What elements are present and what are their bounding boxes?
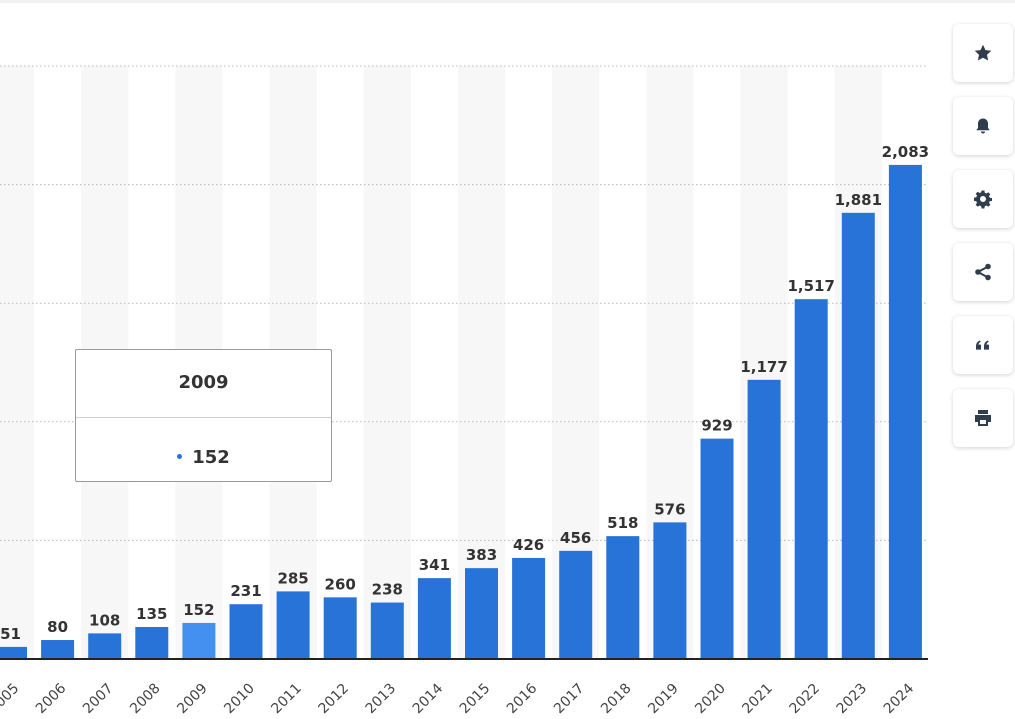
stripe xyxy=(363,66,411,659)
bar-2020[interactable] xyxy=(700,438,734,659)
favorite-button[interactable] xyxy=(953,24,1013,82)
bar-2017[interactable] xyxy=(559,550,593,659)
bar-label-2012: 260 xyxy=(325,575,356,593)
x-tick-2014: 2014 xyxy=(410,680,447,717)
x-tick-2012: 2012 xyxy=(316,681,353,718)
x-tick-2005: 2005 xyxy=(0,681,22,718)
bar-label-2022: 1,517 xyxy=(787,277,834,295)
bar-label-2005: 51 xyxy=(0,625,21,643)
tooltip-series-dot xyxy=(177,453,183,459)
tooltip-value: 152 xyxy=(192,447,230,468)
bar-2019[interactable] xyxy=(653,522,687,659)
share-icon xyxy=(975,263,991,281)
stripe xyxy=(0,66,35,659)
bar-label-2007: 108 xyxy=(89,611,120,629)
x-tick-2023: 2023 xyxy=(834,681,871,718)
notification-button[interactable] xyxy=(953,97,1013,155)
print-button[interactable] xyxy=(953,389,1013,447)
bar-2018[interactable] xyxy=(606,536,640,659)
tooltip-title: 2009 xyxy=(76,350,331,418)
gear-icon xyxy=(974,190,992,209)
bar-2009[interactable] xyxy=(182,622,216,659)
x-tick-2009: 2009 xyxy=(174,681,211,718)
bar-label-2013: 238 xyxy=(372,581,403,599)
bar-2005[interactable] xyxy=(0,646,27,659)
x-tick-labels: 2005 2006 2007 2008 2009 2010 2011 2012 2013 2014… xyxy=(0,680,917,717)
bar-2012[interactable] xyxy=(323,597,357,659)
settings-button[interactable] xyxy=(953,170,1013,228)
bar-2014[interactable] xyxy=(417,578,451,659)
bar-label-2021: 1,177 xyxy=(740,358,787,376)
bar-2015[interactable] xyxy=(465,568,498,659)
x-tick-2007: 2007 xyxy=(80,681,117,718)
x-tick-2016: 2016 xyxy=(504,680,541,717)
bar-2016[interactable] xyxy=(512,557,546,659)
bar-label-2010: 231 xyxy=(230,582,261,600)
bar-label-2016: 426 xyxy=(513,536,544,554)
star-icon xyxy=(974,44,992,61)
bar-label-2018: 518 xyxy=(607,514,638,532)
bar-2010[interactable] xyxy=(229,604,263,659)
bar-2023[interactable] xyxy=(841,212,875,660)
printer-icon xyxy=(975,410,991,426)
bar-2024[interactable] xyxy=(888,164,922,659)
quote-icon xyxy=(976,340,989,350)
x-tick-2006: 2006 xyxy=(33,680,70,717)
bar-2011[interactable] xyxy=(276,591,310,659)
x-tick-2018: 2018 xyxy=(598,681,635,718)
bar-2008[interactable] xyxy=(135,626,169,659)
bar-2022[interactable] xyxy=(794,299,828,659)
top-divider xyxy=(0,0,1015,3)
x-tick-2013: 2013 xyxy=(363,681,400,718)
bar-2021[interactable] xyxy=(747,379,781,659)
bar-label-2017: 456 xyxy=(560,529,591,547)
bar-2007[interactable] xyxy=(88,633,122,659)
x-tick-2022: 2022 xyxy=(787,681,824,718)
bar-2006[interactable] xyxy=(41,640,75,659)
x-tick-2011: 2011 xyxy=(268,681,305,718)
bar-label-2015: 383 xyxy=(466,546,497,564)
x-tick-2015: 2015 xyxy=(457,681,494,718)
share-button[interactable] xyxy=(953,243,1013,301)
bar-label-2020: 929 xyxy=(701,417,732,435)
tooltip: 2009 152 xyxy=(75,349,332,482)
bar-label-2014: 341 xyxy=(419,556,450,574)
bar-label-2006: 80 xyxy=(47,618,68,636)
x-tick-2010: 2010 xyxy=(221,681,258,718)
x-tick-2024: 2024 xyxy=(881,680,918,717)
bar-label-2009: 152 xyxy=(183,601,214,619)
bar-label-2011: 285 xyxy=(277,569,308,587)
bar-label-2024: 2,083 xyxy=(882,143,929,161)
bar-label-2019: 576 xyxy=(654,500,685,518)
tooltip-value-row: 152 xyxy=(76,418,331,482)
x-tick-2020: 2020 xyxy=(692,681,729,718)
chart-toolbar xyxy=(953,24,1013,462)
stripe xyxy=(457,66,506,659)
bar-label-2008: 135 xyxy=(136,605,167,623)
bar-2013[interactable] xyxy=(370,602,404,659)
x-tick-2021: 2021 xyxy=(739,681,776,718)
x-tick-2008: 2008 xyxy=(127,681,164,718)
bell-icon xyxy=(976,118,990,134)
x-tick-2017: 2017 xyxy=(551,681,588,718)
x-tick-2019: 2019 xyxy=(645,681,682,718)
cite-button[interactable] xyxy=(953,316,1013,374)
bar-label-2023: 1,881 xyxy=(835,191,882,209)
bars xyxy=(0,164,922,660)
bar-labels: 51 80 108 135 152 231 285 260 238 341 383 426 456 518… xyxy=(0,143,929,643)
bar-chart: 51 80 108 135 152 231 285 260 238 341 383 426 456 518… xyxy=(0,65,929,717)
